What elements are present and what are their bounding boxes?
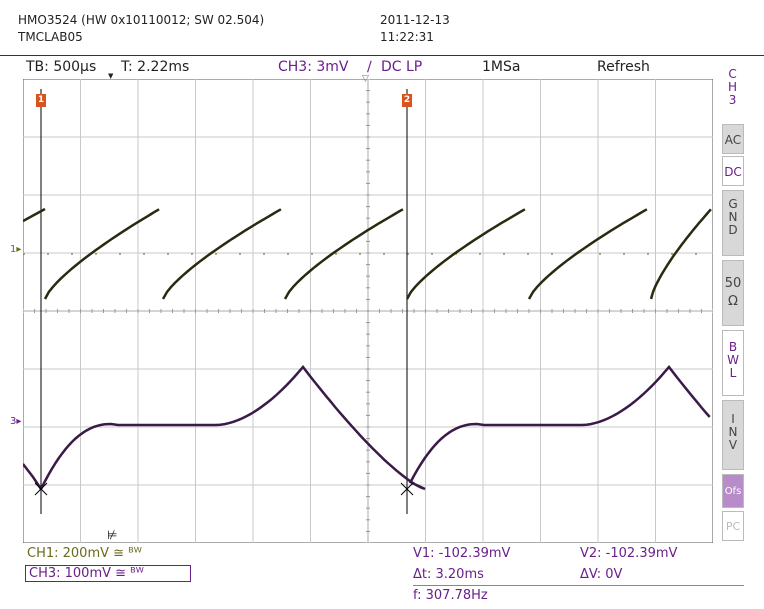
frequency-readout: f: 307.78Hz xyxy=(413,588,488,603)
probe-config-button[interactable]: PC xyxy=(722,511,744,541)
invert-button[interactable]: I N V xyxy=(722,400,744,470)
device-info: HMO3524 (HW 0x10110012; SW 02.504) xyxy=(18,13,265,27)
trigger-slope-icon: ∕ xyxy=(367,59,372,75)
ch1-scale-readout[interactable]: CH1: 200mV ≅ ᴮᵂ xyxy=(27,546,142,561)
sample-rate-readout[interactable]: 1MSa xyxy=(482,59,521,75)
lab-name: TMCLAB05 xyxy=(18,30,83,44)
cursor-cross xyxy=(34,482,48,496)
waveform-display[interactable] xyxy=(23,79,713,543)
cursor-2-flag[interactable]: 2 xyxy=(402,94,412,107)
traces xyxy=(23,89,712,514)
coupling-readout[interactable]: DC LP xyxy=(381,59,423,75)
v1-readout: V1: -102.39mV xyxy=(413,546,511,561)
trigger-time-readout[interactable]: T: 2.22ms xyxy=(121,59,190,75)
trigger-position-icon: ▼ xyxy=(108,72,114,80)
cursor-1-flag[interactable]: 1 xyxy=(36,94,46,107)
delta-v-readout: ΔV: 0V xyxy=(580,567,623,582)
ch1-reference-marker: 1▸ xyxy=(10,244,22,255)
delta-t-readout: Δt: 3.20ms xyxy=(413,567,484,582)
v2-readout: V2: -102.39mV xyxy=(580,546,678,561)
capture-date: 2011-12-13 xyxy=(380,13,450,27)
ch3-trace xyxy=(23,365,711,492)
ch3-scale-readout[interactable]: CH3: 100mV ≅ ᴮᵂ xyxy=(25,565,191,582)
timebase-readout[interactable]: TB: 500µs xyxy=(26,59,97,75)
fifty-ohm-button[interactable]: 50 Ω xyxy=(722,260,744,326)
dc-coupling-button[interactable]: DC xyxy=(722,156,744,186)
offset-button[interactable]: Ofs xyxy=(722,474,744,508)
cursor-cross xyxy=(400,482,414,496)
header-divider xyxy=(0,55,764,56)
ch3-reference-marker: 3▸ xyxy=(10,416,22,427)
graticule-grid xyxy=(23,79,713,543)
gnd-button[interactable]: G N D xyxy=(722,190,744,256)
trigger-level-icon: ▽ xyxy=(362,74,369,84)
ch1-trace xyxy=(23,207,712,300)
sidebar-channel-label: C H 3 xyxy=(728,67,738,107)
bandwidth-limit-button[interactable]: B W L xyxy=(722,330,744,396)
channel-setting-readout[interactable]: CH3: 3mV xyxy=(278,59,349,75)
trigger-anchor-icon: ⊭ xyxy=(107,528,118,542)
acquisition-mode-readout[interactable]: Refresh xyxy=(597,59,650,75)
capture-time: 11:22:31 xyxy=(380,30,434,44)
measurement-divider xyxy=(413,585,744,586)
ac-coupling-button[interactable]: AC xyxy=(722,124,744,154)
